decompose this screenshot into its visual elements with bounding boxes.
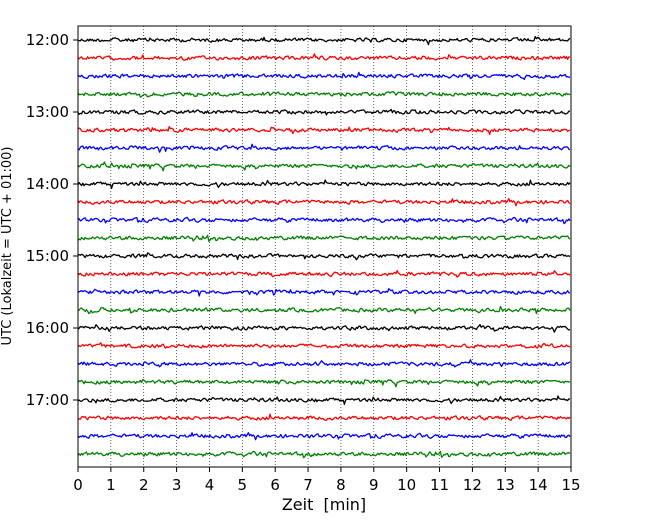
x-tick-label: 14 bbox=[529, 476, 548, 494]
trace-1315 bbox=[77, 125, 571, 136]
x-tick-label: 7 bbox=[303, 476, 313, 494]
traces bbox=[77, 35, 571, 459]
x-tick-label: 3 bbox=[172, 476, 182, 494]
x-axis-ticks: 0 1 2 3 4 5 6 7 8 9 10 11 12 13 14 15 bbox=[73, 467, 581, 494]
y-tick-label: 15:00 bbox=[26, 247, 69, 265]
trace-1615 bbox=[77, 342, 571, 349]
trace-1345 bbox=[77, 161, 571, 172]
x-tick-label: 10 bbox=[397, 476, 416, 494]
x-tick-label: 6 bbox=[270, 476, 280, 494]
trace-1245 bbox=[77, 91, 571, 98]
x-tick-label: 0 bbox=[73, 476, 83, 494]
trace-1215 bbox=[77, 53, 571, 61]
x-tick-label: 9 bbox=[369, 476, 379, 494]
trace-1430 bbox=[77, 216, 571, 225]
x-tick-label: 2 bbox=[139, 476, 149, 494]
y-tick-label: 14:00 bbox=[26, 175, 69, 193]
x-tick-label: 11 bbox=[430, 476, 449, 494]
trace-1230 bbox=[77, 71, 571, 81]
trace-1415 bbox=[77, 198, 571, 207]
x-tick-label: 12 bbox=[463, 476, 482, 494]
trace-1500 bbox=[77, 252, 571, 261]
x-tick-label: 1 bbox=[106, 476, 116, 494]
trace-1600 bbox=[77, 323, 571, 333]
trace-1300 bbox=[77, 108, 571, 116]
trace-1730 bbox=[77, 432, 571, 441]
x-tick-label: 13 bbox=[496, 476, 515, 494]
trace-1330 bbox=[77, 143, 571, 153]
trace-1700 bbox=[77, 395, 571, 405]
trace-1515 bbox=[77, 269, 571, 278]
x-axis-label: Zeit [min] bbox=[282, 495, 366, 514]
plot-background bbox=[78, 26, 571, 467]
y-tick-label: 16:00 bbox=[26, 319, 69, 337]
trace-1630 bbox=[77, 359, 571, 368]
y-axis-ticks: 12:00 13:00 14:00 15:00 16:00 17:00 bbox=[26, 31, 78, 409]
trace-1200 bbox=[77, 35, 571, 46]
y-tick-label: 17:00 bbox=[26, 391, 69, 409]
trace-1545 bbox=[77, 305, 571, 315]
x-tick-label: 15 bbox=[561, 476, 580, 494]
trace-1400 bbox=[77, 179, 571, 189]
trace-1530 bbox=[77, 288, 571, 297]
y-tick-label: 12:00 bbox=[26, 31, 69, 49]
x-tick-label: 5 bbox=[238, 476, 248, 494]
plot-frame bbox=[77, 25, 572, 468]
y-axis-label: UTC (Lokalzeit = UTC + 01:00) bbox=[0, 147, 15, 346]
trace-1645 bbox=[77, 378, 571, 388]
trace-1715 bbox=[77, 413, 571, 421]
y-tick-label: 13:00 bbox=[26, 103, 69, 121]
x-tick-label: 8 bbox=[336, 476, 346, 494]
trace-1745 bbox=[77, 450, 571, 459]
x-tick-label: 4 bbox=[205, 476, 215, 494]
trace-1445 bbox=[77, 234, 571, 242]
